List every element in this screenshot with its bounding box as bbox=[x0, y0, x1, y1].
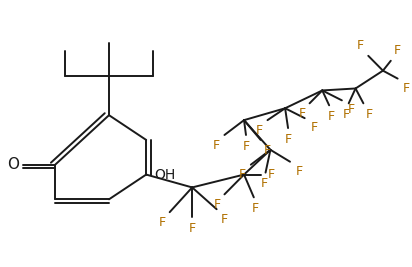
Text: F: F bbox=[264, 144, 271, 157]
Text: F: F bbox=[189, 222, 196, 235]
Text: F: F bbox=[243, 140, 250, 153]
Text: F: F bbox=[403, 82, 410, 95]
Text: F: F bbox=[328, 110, 335, 123]
Text: F: F bbox=[348, 103, 355, 116]
Text: F: F bbox=[159, 216, 166, 229]
Text: F: F bbox=[299, 107, 306, 120]
Text: F: F bbox=[252, 202, 259, 215]
Text: F: F bbox=[366, 108, 373, 121]
Text: F: F bbox=[357, 39, 364, 52]
Text: F: F bbox=[261, 177, 268, 190]
Text: F: F bbox=[343, 108, 350, 121]
Text: F: F bbox=[239, 168, 246, 181]
Text: F: F bbox=[295, 165, 302, 178]
Text: O: O bbox=[7, 157, 19, 172]
Text: F: F bbox=[310, 121, 318, 134]
Text: F: F bbox=[213, 139, 220, 152]
Text: F: F bbox=[394, 44, 401, 57]
Text: OH: OH bbox=[154, 168, 176, 182]
Text: F: F bbox=[268, 168, 275, 181]
Text: F: F bbox=[213, 198, 220, 211]
Text: F: F bbox=[221, 213, 228, 226]
Text: F: F bbox=[285, 133, 292, 146]
Text: F: F bbox=[255, 124, 262, 136]
